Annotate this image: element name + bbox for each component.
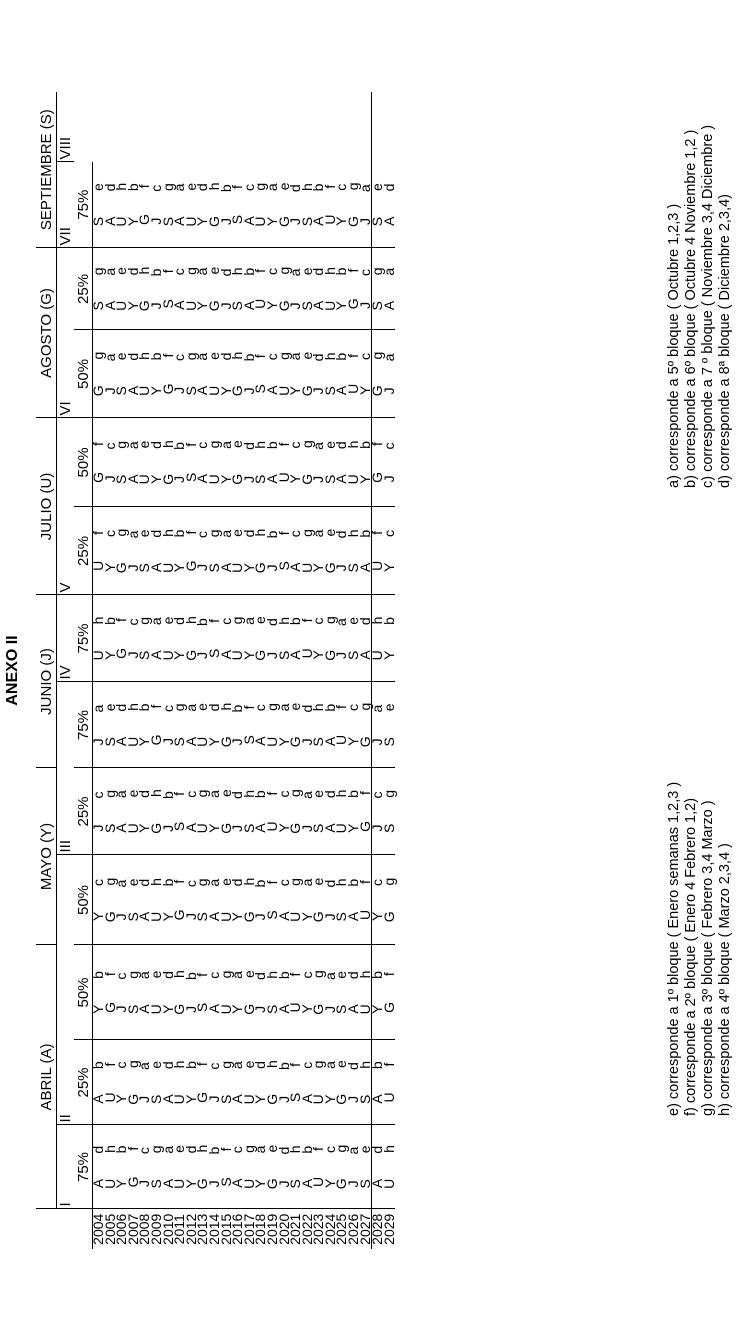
notes-right: a) corresponde a 5º bloque ( Octubre 1,2…	[666, 125, 734, 488]
note-g: g) corresponde a 3º bloque ( Febrero 3,4…	[700, 800, 716, 1116]
block-label: III	[56, 681, 74, 855]
code-cell: Y b	[381, 594, 397, 682]
code-cell: A d	[381, 161, 397, 248]
schedule-table: ABRIL (A) MAYO (Y) JUNIO (J) JULIO (U) AGOST…	[36, 92, 397, 1249]
block-label: I	[56, 1125, 74, 1209]
month-header: JULIO (U)	[36, 417, 57, 595]
code-cell: A a	[381, 247, 397, 330]
month-header: JUNIO (J)	[36, 594, 57, 768]
block-label: IV	[56, 594, 74, 682]
note-d: d) corresponde a 8ª bloque ( Diciembre 2…	[717, 194, 733, 488]
month-header: ABRIL (A)	[36, 945, 57, 1209]
note-b: b) corresponde a 6º bloque ( Octubre 4 N…	[683, 129, 699, 488]
code-cell: S g	[381, 767, 397, 855]
block-label: II	[56, 855, 74, 1125]
block-header-row: I II III IV V VI VII VIII	[56, 92, 74, 1249]
month-header: AGOSTO (G)	[36, 247, 57, 418]
code-cell: S e	[381, 681, 397, 768]
note-h: h) corresponde a 4º bloque ( Marzo 2,3,4…	[717, 843, 733, 1116]
note-f: f) corresponde a 2º bloque ( Enero 4 Feb…	[683, 797, 699, 1116]
block-label: V	[56, 417, 74, 595]
code-cell: U f	[381, 1040, 397, 1125]
code-cell: G f	[381, 945, 397, 1040]
code-cell: U h	[381, 1125, 397, 1209]
note-e: e) corresponde a 1º bloque ( Enero seman…	[666, 781, 682, 1116]
year-header-cell	[36, 1209, 93, 1249]
code-cell: J c	[381, 417, 397, 507]
code-cell: J a	[381, 329, 397, 418]
month-header: SEPTIEMBRE (S)	[36, 92, 57, 248]
block-label: VI	[56, 247, 74, 418]
month-header-row: ABRIL (A) MAYO (Y) JUNIO (J) JULIO (U) AGOST…	[36, 92, 93, 1249]
block-label: VIII	[56, 92, 74, 162]
notes-left: e) corresponde a 1º bloque ( Enero seman…	[666, 782, 734, 1116]
page-title: ANEXO II	[4, 635, 21, 706]
note-c: c) corresponde a 7 º bloque ( Noviembre …	[700, 124, 716, 488]
month-header: MAYO (Y)	[36, 767, 57, 945]
block-label: VII	[56, 161, 74, 248]
note-a: a) corresponde a 5º bloque ( Octubre 1,2…	[666, 203, 682, 488]
code-cell: G g	[381, 855, 397, 945]
year-cell: 2029	[380, 1213, 397, 1245]
code-cell: Y c	[381, 506, 397, 595]
